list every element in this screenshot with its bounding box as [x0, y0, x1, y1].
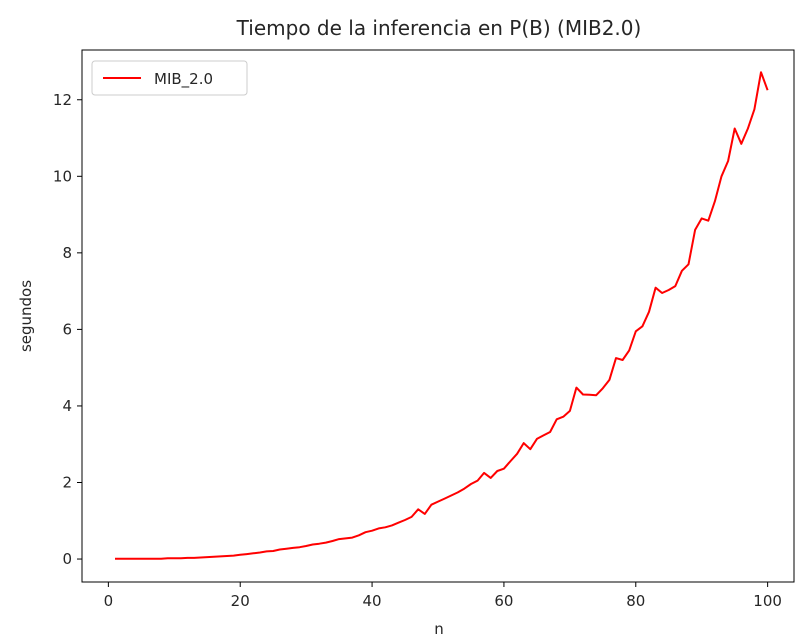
x-tick-label: 20: [231, 592, 250, 610]
y-tick-label: 12: [53, 91, 72, 109]
y-axis-label: segundos: [17, 280, 35, 352]
legend-label: MIB_2.0: [154, 70, 213, 89]
y-tick-label: 6: [62, 320, 72, 338]
y-tick-label: 0: [62, 550, 72, 568]
x-tick-label: 100: [753, 592, 782, 610]
x-tick-label: 40: [363, 592, 382, 610]
y-tick-label: 4: [62, 397, 72, 415]
legend: MIB_2.0: [91, 60, 248, 96]
plot-area: [81, 49, 795, 583]
x-tick-label: 80: [626, 592, 645, 610]
chart-title: Tiempo de la inferencia en P(B) (MIB2.0): [236, 16, 642, 40]
x-tick-label: 0: [104, 592, 114, 610]
x-axis-label: n: [434, 620, 444, 638]
series-line-mib-2-0: [115, 71, 769, 560]
y-tick-label: 2: [62, 473, 72, 491]
x-axis: 0 20 40 60 80 100: [104, 582, 782, 610]
y-tick-label: 8: [62, 244, 72, 262]
y-axis: 0 2 4 6 8 10 12: [53, 91, 82, 568]
y-tick-label: 10: [53, 167, 72, 185]
x-tick-label: 60: [494, 592, 513, 610]
legend-box: [91, 60, 248, 96]
